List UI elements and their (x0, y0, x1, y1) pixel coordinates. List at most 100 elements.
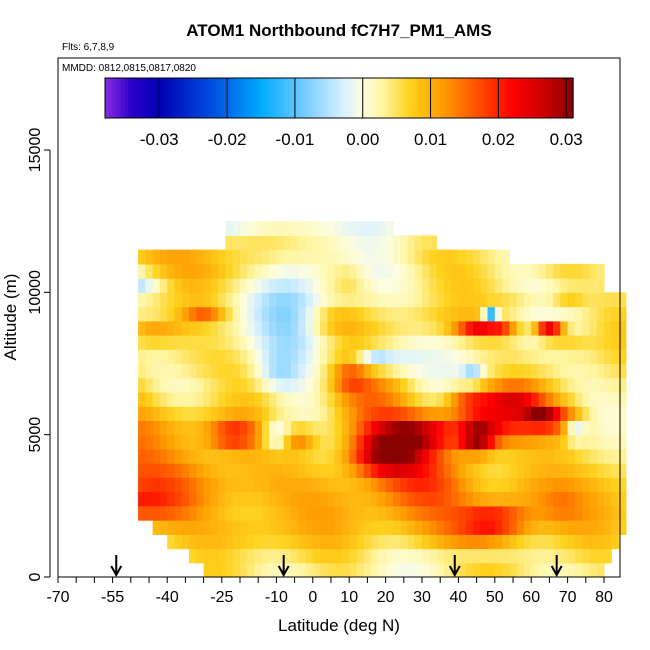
colorbar-tick-label: 0.02 (482, 130, 515, 149)
colorbar-swatch (442, 78, 447, 118)
heatmap-cell (312, 249, 321, 265)
heatmap-cell (407, 349, 416, 365)
profile-arrow-head (550, 565, 563, 578)
colorbar-swatch (345, 78, 350, 118)
heatmap-cell (320, 448, 328, 464)
colorbar-swatch (108, 78, 113, 118)
heatmap-cell (494, 292, 503, 308)
heatmap-cell (261, 406, 270, 422)
heatmap-cell (167, 477, 176, 493)
colorbar-swatch (265, 78, 270, 118)
heatmap-cell (305, 292, 314, 308)
heatmap-cell (509, 349, 518, 365)
heatmap-cell (152, 420, 161, 436)
heatmap-cell (436, 363, 445, 379)
heatmap-cell (247, 377, 256, 393)
heatmap-cell (392, 335, 401, 350)
heatmap-cell (443, 491, 452, 507)
heatmap-cell (349, 263, 358, 279)
heatmap-cell (159, 491, 168, 507)
colorbar-swatch (529, 78, 534, 118)
heatmap-cell (604, 477, 612, 493)
heatmap-cell (494, 420, 503, 436)
heatmap-cell (531, 463, 540, 478)
x-tick-label: 10 (340, 589, 358, 606)
heatmap-cell (312, 434, 321, 450)
heatmap-cell (363, 534, 372, 550)
heatmap-cell (436, 391, 445, 407)
heatmap-cell (480, 292, 489, 308)
heatmap-cell (247, 534, 256, 550)
heatmap-cell (487, 448, 496, 464)
heatmap-cell (181, 292, 190, 308)
colorbar-swatch (395, 78, 400, 118)
heatmap-cell (429, 434, 438, 450)
heatmap-cell (298, 349, 307, 365)
heatmap-cell (334, 562, 343, 578)
heatmap-cell (567, 491, 576, 507)
heatmap-cell (523, 463, 532, 478)
heatmap-cell (465, 520, 474, 535)
heatmap-cell (414, 335, 423, 350)
heatmap-cell (218, 520, 227, 535)
heatmap-cell (167, 491, 176, 507)
heatmap-cell (356, 349, 365, 365)
heatmap-cell (320, 377, 328, 393)
heatmap-cell (327, 263, 336, 279)
heatmap-cell (363, 320, 372, 336)
colorbar-swatch (185, 78, 190, 118)
heatmap-cell (516, 278, 525, 293)
heatmap-cell (254, 335, 263, 350)
heatmap-cell (283, 562, 292, 578)
heatmap-cell (560, 306, 569, 322)
heatmap-cell (567, 463, 576, 478)
heatmap-cell (189, 520, 197, 535)
colorbar-swatch (492, 78, 497, 118)
heatmap-cell (589, 391, 598, 407)
heatmap-cell (582, 349, 591, 365)
heatmap-cell (290, 249, 299, 265)
colorbar-swatch (125, 78, 130, 118)
heatmap-cell (582, 448, 591, 464)
heatmap-cell (553, 448, 561, 464)
heatmap-cell (553, 477, 561, 493)
heatmap-cell (400, 363, 409, 379)
heatmap-cell (574, 548, 583, 564)
heatmap-cell (276, 306, 285, 322)
heatmap-cell (596, 505, 605, 521)
heatmap-cell (334, 292, 343, 308)
heatmap-cell (451, 349, 459, 365)
heatmap-cell (407, 420, 416, 436)
heatmap-cell (371, 349, 379, 365)
heatmap-cell (465, 562, 474, 578)
heatmap-cell (596, 377, 605, 393)
heatmap-cell (276, 505, 285, 521)
heatmap-cell (487, 306, 496, 322)
heatmap-cell (567, 434, 576, 450)
heatmap-cell (341, 491, 350, 507)
heatmap-cell (247, 320, 256, 336)
heatmap-cell (414, 434, 423, 450)
heatmap-cell (232, 562, 241, 578)
heatmap-cell (341, 377, 350, 393)
heatmap-cell (451, 377, 459, 393)
heatmap-cell (356, 335, 365, 350)
heatmap-cell (392, 235, 401, 251)
heatmap-cell (378, 491, 387, 507)
heatmap-cell (261, 534, 270, 550)
heatmap-cell (604, 420, 612, 436)
heatmap-cell (582, 463, 591, 478)
heatmap-cell (232, 520, 241, 535)
heatmap-cell (538, 406, 547, 422)
heatmap-cell (290, 306, 299, 322)
heatmap-cell (436, 306, 445, 322)
heatmap-cell (174, 420, 183, 436)
heatmap-cell (509, 306, 518, 322)
heatmap-cell (531, 363, 540, 379)
heatmap-cell (516, 292, 525, 308)
heatmap-cell (378, 335, 387, 350)
heatmap-cell (567, 263, 576, 279)
heatmap-cell (218, 377, 227, 393)
heatmap-cell (487, 335, 496, 350)
